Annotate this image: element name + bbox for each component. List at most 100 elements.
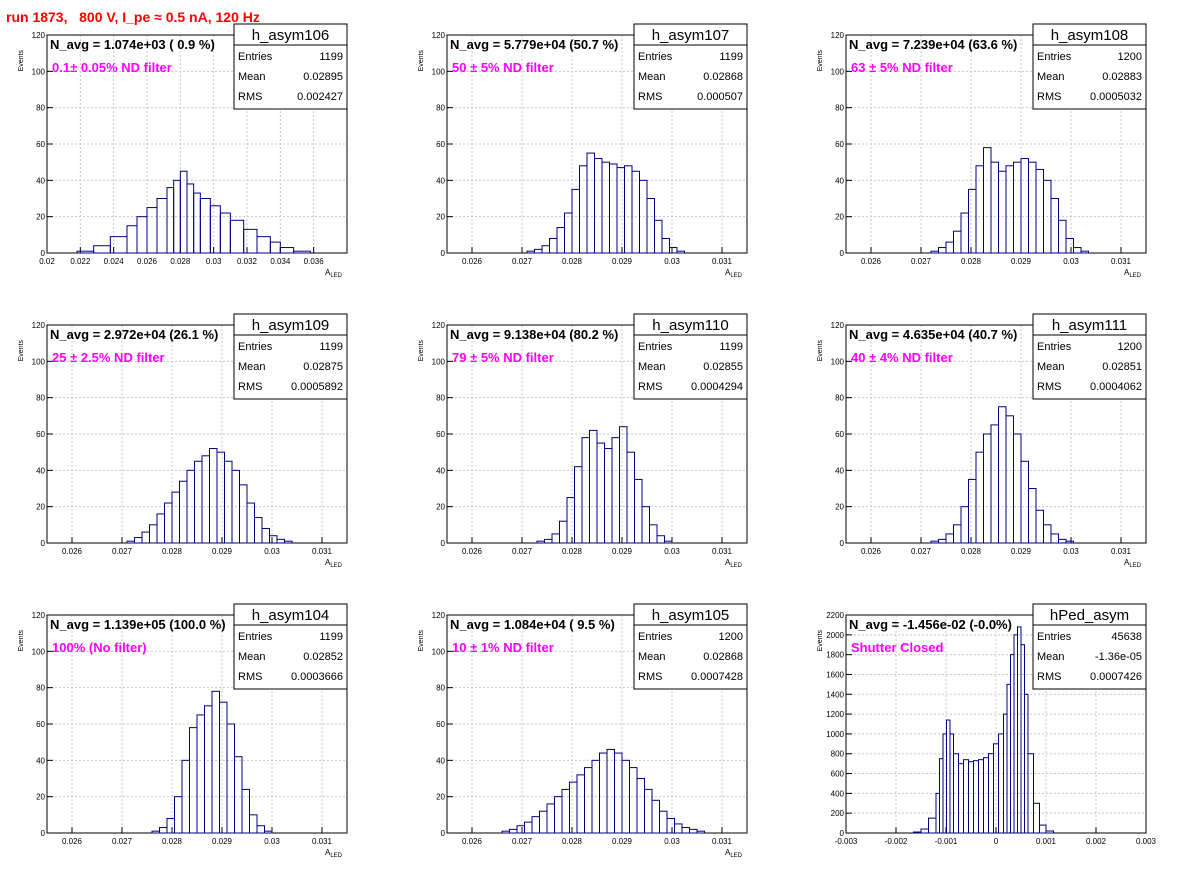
y-tick-label: 80 — [436, 684, 445, 693]
y-tick-label: 100 — [831, 357, 845, 366]
y-tick-label: 80 — [835, 104, 844, 113]
histogram-bin — [186, 183, 195, 254]
histogram-bin — [960, 506, 969, 544]
x-tick-label: 0.029 — [1011, 257, 1032, 266]
histogram-bin — [1058, 538, 1067, 544]
histogram-bin — [1080, 250, 1089, 254]
histogram-bars — [76, 170, 311, 254]
histogram-bin — [949, 733, 954, 834]
histogram-bin — [968, 188, 977, 254]
stats-box: h_asym109 Entries 1199 Mean 0.02875 RMS 0.0005… — [233, 313, 348, 400]
histogram-bin — [534, 248, 543, 254]
x-tick-label: 0.027 — [512, 837, 533, 846]
n-avg-header: N_avg = 1.084e+04 ( 9.5 %) — [450, 617, 615, 632]
histogram-bin — [159, 827, 168, 834]
histogram-bars — [930, 147, 1089, 254]
x-tick-label: 0.001 — [1036, 837, 1057, 846]
y-tick-label: 100 — [432, 67, 446, 76]
histogram-bin — [211, 690, 220, 834]
histogram-bin — [204, 705, 213, 834]
histogram-bin — [509, 828, 518, 834]
histogram-bin — [219, 701, 228, 834]
stats-box-frame — [1032, 23, 1147, 110]
stats-box: hPed_asym Entries 45638 Mean -1.36e-05 RMS 0.0… — [1032, 603, 1147, 690]
histogram-bin — [938, 538, 947, 544]
stats-value: 0.002427 — [297, 91, 343, 103]
stats-box-frame — [633, 603, 748, 690]
y-tick-label: 800 — [831, 750, 845, 759]
stats-box-title: h_asym109 — [252, 317, 330, 334]
histogram-bin — [199, 198, 211, 254]
y-tick-label: 2200 — [826, 611, 844, 620]
y-tick-label: 60 — [835, 430, 844, 439]
x-tick-label: 0.028 — [162, 837, 183, 846]
histogram-bin — [604, 448, 613, 544]
histogram-bars — [913, 626, 1054, 834]
histogram-bin — [269, 535, 278, 544]
y-axis-label: Events — [18, 50, 25, 72]
histogram-bin — [945, 533, 954, 544]
histogram-bin — [1010, 654, 1015, 834]
histogram-bin — [689, 828, 698, 834]
x-tick-label: 0.032 — [237, 257, 258, 266]
stats-box-title: h_asym107 — [652, 27, 730, 44]
stats-label: Mean — [1037, 651, 1065, 663]
x-tick-label: 0.028 — [170, 257, 191, 266]
histogram-bin — [551, 533, 560, 544]
histogram-bin — [224, 460, 233, 544]
stats-box-frame — [233, 603, 348, 690]
histogram-bin — [239, 484, 248, 544]
stats-label: Entries — [1037, 631, 1072, 643]
stats-label: RMS — [1037, 671, 1061, 683]
histogram-bin — [619, 426, 628, 544]
x-tick-label: 0.026 — [462, 257, 483, 266]
histogram-bin — [654, 219, 663, 254]
y-tick-label: 80 — [835, 394, 844, 403]
histogram-bin — [241, 788, 250, 834]
x-tick-label: 0.03 — [206, 257, 222, 266]
x-tick-label: 0.028 — [562, 547, 583, 556]
histogram-bin — [928, 817, 937, 834]
stats-box-frame — [233, 23, 348, 110]
x-axis-label-sub: LED — [330, 563, 342, 569]
histogram-panel-h_asym109: 0.026 0.027 0.028 0.029 0.03 0.031 0 20 40 60 80 10… — [18, 313, 348, 569]
histogram-bin — [531, 816, 540, 834]
x-axis-label-sub: LED — [730, 853, 742, 859]
histogram-bin — [983, 147, 992, 254]
histogram-bin — [1045, 830, 1054, 834]
histogram-bin — [634, 478, 643, 544]
n-avg-header: N_avg = 5.779e+04 (50.7 %) — [450, 37, 618, 52]
histogram-bin — [261, 527, 270, 544]
histogram-bin — [179, 170, 188, 254]
x-axis-label-sub: LED — [330, 853, 342, 859]
y-tick-label: 120 — [32, 31, 46, 40]
histogram-bin — [126, 540, 135, 544]
histogram-panel-h_asym104: 0.026 0.027 0.028 0.029 0.03 0.031 0 20 40 60 80 10… — [18, 603, 348, 859]
stats-value: 0.02855 — [703, 361, 743, 373]
stats-value: 0.02852 — [303, 651, 343, 663]
histogram-bin — [1035, 509, 1044, 544]
x-axis-label: ALED — [325, 268, 343, 279]
stats-value: 1200 — [1118, 51, 1142, 63]
histogram-bin — [696, 830, 705, 834]
y-tick-label: 200 — [831, 809, 845, 818]
histogram-bin — [243, 228, 258, 254]
stats-label: Mean — [638, 71, 666, 83]
histogram-bin — [571, 188, 580, 254]
x-tick-label: 0.026 — [861, 257, 882, 266]
y-tick-label: 120 — [432, 611, 446, 620]
stats-box: h_asym111 Entries 1200 Mean 0.02851 RMS 0.0004… — [1032, 313, 1147, 400]
histogram-bin — [975, 165, 984, 254]
histogram-bin — [674, 823, 683, 834]
stats-box-title: h_asym111 — [1052, 317, 1127, 334]
y-tick-label: 20 — [36, 503, 45, 512]
histogram-bin — [193, 192, 201, 254]
histogram-bin — [264, 830, 273, 834]
y-tick-label: 80 — [436, 394, 445, 403]
stats-label: RMS — [638, 91, 662, 103]
x-axis-label: ALED — [325, 848, 343, 859]
stats-label: Entries — [238, 51, 273, 63]
histogram-bin — [1013, 161, 1022, 254]
stats-label: Mean — [638, 651, 666, 663]
histogram-bin — [581, 437, 590, 544]
